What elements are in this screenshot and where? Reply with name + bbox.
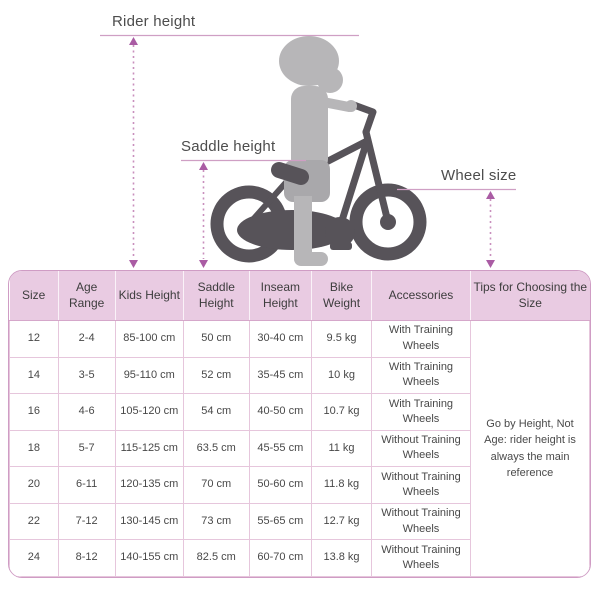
cell-kids-height: 120-135 cm bbox=[114, 466, 184, 504]
header-accessories: Accessories bbox=[371, 271, 472, 321]
cell-saddle-height: 70 cm bbox=[182, 466, 250, 504]
arrow-heads bbox=[129, 37, 495, 268]
cell-inseam: 40-50 cm bbox=[248, 393, 313, 431]
cell-weight: 12.7 kg bbox=[311, 502, 372, 541]
measure-arrows bbox=[132, 45, 492, 259]
cell-size: 20 bbox=[9, 466, 59, 504]
cell-weight: 13.8 kg bbox=[311, 539, 372, 577]
header-tips: Tips for Choosing the Size bbox=[470, 271, 590, 321]
cell-size: 12 bbox=[9, 320, 59, 358]
front-fork bbox=[362, 128, 392, 226]
cell-size: 14 bbox=[9, 356, 59, 395]
cell-age: 7-12 bbox=[57, 502, 116, 541]
bike-child-illustration bbox=[100, 34, 516, 268]
cell-size: 24 bbox=[9, 539, 59, 577]
cell-accessories: With Training Wheels bbox=[370, 356, 472, 395]
torso bbox=[291, 86, 328, 172]
saddle-arrow-up-icon bbox=[199, 162, 208, 170]
size-chart-table: Size Age Range Kids Height Saddle Height… bbox=[8, 270, 591, 578]
cell-saddle-height: 73 cm bbox=[182, 502, 250, 541]
header-kids-height: Kids Height bbox=[115, 271, 184, 321]
cell-age: 4-6 bbox=[57, 393, 116, 431]
cell-saddle-height: 63.5 cm bbox=[182, 429, 250, 468]
leg bbox=[294, 196, 312, 258]
cell-age: 5-7 bbox=[57, 429, 116, 468]
cell-accessories: Without Training Wheels bbox=[370, 429, 472, 468]
table-row: 14 3-5 95-110 cm 52 cm 35-45 cm 10 kg Wi… bbox=[9, 356, 590, 395]
table-row: 24 8-12 140-155 cm 82.5 cm 60-70 cm 13.8… bbox=[9, 539, 590, 577]
cell-weight: 11 kg bbox=[311, 429, 372, 468]
crank bbox=[325, 217, 355, 247]
hand bbox=[345, 100, 357, 112]
wheel-size-label: Wheel size bbox=[441, 167, 517, 184]
arm bbox=[313, 96, 354, 112]
table-header-row: Size Age Range Kids Height Saddle Height… bbox=[9, 271, 590, 321]
cell-kids-height: 95-110 cm bbox=[114, 356, 184, 395]
cell-inseam: 50-60 cm bbox=[248, 466, 313, 504]
saddle-arrow-down-icon bbox=[199, 260, 208, 268]
measure-lines bbox=[100, 34, 516, 191]
cell-size: 22 bbox=[9, 502, 59, 541]
cell-accessories: With Training Wheels bbox=[370, 320, 472, 358]
cell-inseam: 35-45 cm bbox=[248, 356, 313, 395]
table-row: 22 7-12 130-145 cm 73 cm 55-65 cm 12.7 k… bbox=[9, 502, 590, 541]
header-age-range: Age Range bbox=[58, 271, 116, 321]
down-tube bbox=[335, 137, 371, 234]
shoe bbox=[294, 252, 328, 266]
cell-size: 18 bbox=[9, 429, 59, 468]
cell-saddle-height: 52 cm bbox=[182, 356, 250, 395]
cell-accessories: Without Training Wheels bbox=[370, 539, 472, 577]
rider-arrow-down-icon bbox=[129, 260, 138, 268]
table-row: 12 2-4 85-100 cm 50 cm 30-40 cm 9.5 kg W… bbox=[9, 320, 590, 577]
front-wheel bbox=[349, 183, 427, 261]
saddle bbox=[271, 162, 309, 185]
cell-inseam: 60-70 cm bbox=[248, 539, 313, 577]
cell-inseam: 55-65 cm bbox=[248, 502, 313, 541]
cell-size: 16 bbox=[9, 393, 59, 431]
cell-accessories: With Training Wheels bbox=[370, 393, 472, 431]
child-limbs bbox=[294, 96, 357, 266]
face bbox=[317, 67, 343, 93]
cell-accessories: Without Training Wheels bbox=[370, 502, 472, 541]
cell-accessories: Without Training Wheels bbox=[370, 466, 472, 504]
cell-kids-height: 140-155 cm bbox=[114, 539, 184, 577]
cell-weight: 9.5 kg bbox=[311, 320, 372, 358]
chain-guard bbox=[237, 210, 347, 250]
cell-kids-height: 115-125 cm bbox=[114, 429, 184, 468]
header-saddle-height: Saddle Height bbox=[183, 271, 250, 321]
cell-weight: 10 kg bbox=[311, 356, 372, 395]
cell-kids-height: 105-120 cm bbox=[114, 393, 184, 431]
saddle-height-label: Saddle height bbox=[181, 138, 276, 155]
cell-saddle-height: 54 cm bbox=[182, 393, 250, 431]
bike-overlap bbox=[271, 162, 309, 185]
table-row: 20 6-11 120-135 cm 70 cm 50-60 cm 11.8 k… bbox=[9, 466, 590, 504]
pedal bbox=[330, 242, 352, 250]
wheel-arrow-up-icon bbox=[486, 191, 495, 199]
handlebar bbox=[350, 101, 377, 136]
wheel-arrow-down-icon bbox=[486, 260, 495, 268]
table-row: 18 5-7 115-125 cm 63.5 cm 45-55 cm 11 kg… bbox=[9, 429, 590, 468]
cell-age: 2-4 bbox=[57, 320, 116, 358]
bike-silhouette bbox=[210, 101, 427, 263]
cell-age: 3-5 bbox=[57, 356, 116, 395]
cell-weight: 11.8 kg bbox=[311, 466, 372, 504]
cell-inseam: 30-40 cm bbox=[248, 320, 313, 358]
header-bike-weight: Bike Weight bbox=[311, 271, 372, 321]
cell-kids-height: 85-100 cm bbox=[114, 320, 184, 358]
cell-saddle-height: 82.5 cm bbox=[182, 539, 250, 577]
header-inseam-height: Inseam Height bbox=[249, 271, 313, 321]
cell-age: 8-12 bbox=[57, 539, 116, 577]
cell-weight: 10.7 kg bbox=[311, 393, 372, 431]
cell-kids-height: 130-145 cm bbox=[114, 502, 184, 541]
child-silhouette bbox=[279, 36, 343, 202]
cell-age: 6-11 bbox=[57, 466, 116, 504]
cell-inseam: 45-55 cm bbox=[248, 429, 313, 468]
tips-cell: Go by Height, Not Age: rider height is a… bbox=[470, 320, 590, 577]
header-size: Size bbox=[9, 271, 59, 321]
rider-arrow-up-icon bbox=[129, 37, 138, 45]
rider-height-label: Rider height bbox=[112, 13, 196, 30]
cell-saddle-height: 50 cm bbox=[182, 320, 250, 358]
